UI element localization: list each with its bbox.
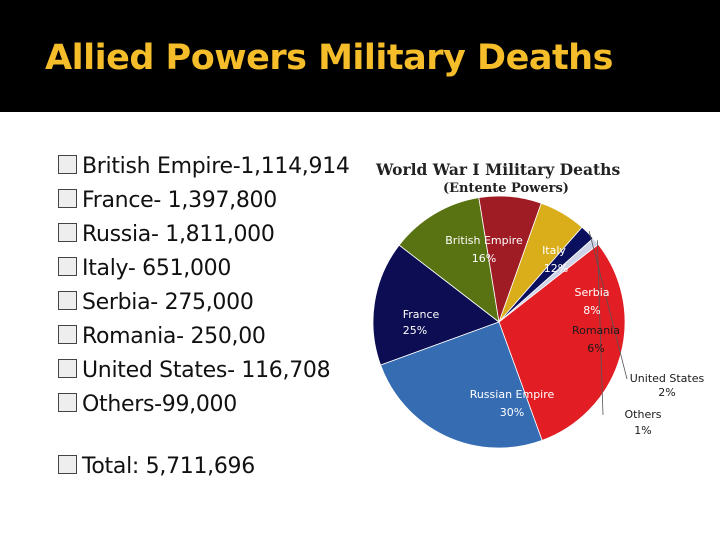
bullet-text: Serbia- 275,000	[82, 290, 254, 315]
slice-percent-label-united-states: 2%	[658, 386, 675, 399]
bullet-item-serbia: Serbia- 275,000	[58, 286, 350, 320]
bullet-glyph-icon	[58, 223, 77, 242]
bullet-item-romania: Romania- 250,00	[58, 320, 350, 354]
bullet-text: France- 1,397,800	[82, 188, 277, 213]
slice-name-label-others: Others	[625, 408, 662, 421]
bullet-glyph-icon	[58, 189, 77, 208]
slice-percent-label-others: 1%	[634, 424, 651, 437]
slice-name-label-british-empire: British Empire	[445, 234, 523, 247]
pie-slice-russian-empire	[498, 243, 626, 441]
bullet-glyph-icon	[58, 359, 77, 378]
pie-labels: British Empire 16% Italy 12% Serbia 8% Romania…	[403, 234, 705, 437]
bullet-glyph-icon	[58, 393, 77, 412]
slide-title: Allied Powers Military Deaths	[45, 38, 613, 78]
slice-percent-label-romania: 6%	[587, 342, 604, 355]
bullet-text: United States- 116,708	[82, 358, 331, 383]
bullet-glyph-icon	[58, 291, 77, 310]
bullet-item-british-empire: British Empire-1,114,914	[58, 150, 350, 184]
title-bar	[0, 0, 720, 112]
chart-subtitle: (Entente Powers)	[443, 181, 569, 196]
slice-name-label-romania: Romania	[572, 324, 620, 337]
bullet-text: Others-99,000	[82, 392, 237, 417]
bullet-item-united-states: United States- 116,708	[58, 354, 350, 388]
chart-title: World War I Military Deaths	[376, 160, 621, 179]
bullet-item-russia: Russia- 1,811,000	[58, 218, 350, 252]
slice-name-label-france: France	[403, 308, 440, 321]
total-item: Total: 5,711,696	[58, 450, 255, 484]
leader-line-others	[596, 240, 604, 416]
pie-slice-british-empire	[372, 244, 500, 366]
bullet-item-france: France- 1,397,800	[58, 184, 350, 218]
bullet-list: British Empire-1,114,914 France- 1,397,8…	[58, 150, 350, 422]
pie-leader-lines	[588, 231, 628, 416]
bullet-glyph-icon	[58, 155, 77, 174]
bullet-glyph-icon	[58, 257, 77, 276]
bullet-glyph-icon	[58, 455, 77, 474]
bullet-item-italy: Italy- 651,000	[58, 252, 350, 286]
pie-slices	[372, 195, 626, 449]
pie-slice-italy	[398, 197, 500, 323]
leader-line-united-states	[588, 231, 628, 380]
slice-percent-label-british-empire: 16%	[472, 252, 496, 265]
bullet-glyph-icon	[58, 325, 77, 344]
slice-name-label-russian-empire: Russian Empire	[470, 388, 555, 401]
bullet-item-others: Others-99,000	[58, 388, 350, 422]
slice-percent-label-france: 25%	[403, 324, 427, 337]
slice-name-label-italy: Italy	[542, 244, 566, 257]
slice-percent-label-italy: 12%	[544, 262, 568, 275]
bullet-text: Romania- 250,00	[82, 324, 266, 349]
bullet-text: Russia- 1,811,000	[82, 222, 275, 247]
slice-percent-label-russian-empire: 30%	[500, 406, 524, 419]
bullet-text: Italy- 651,000	[82, 256, 232, 281]
slice-name-label-united-states: United States	[630, 372, 705, 385]
pie-slice-france	[380, 321, 543, 449]
bullet-text: British Empire-1,114,914	[82, 154, 350, 179]
total-text: Total: 5,711,696	[82, 454, 255, 479]
slice-percent-label-serbia: 8%	[583, 304, 600, 317]
slice-name-label-serbia: Serbia	[574, 286, 609, 299]
